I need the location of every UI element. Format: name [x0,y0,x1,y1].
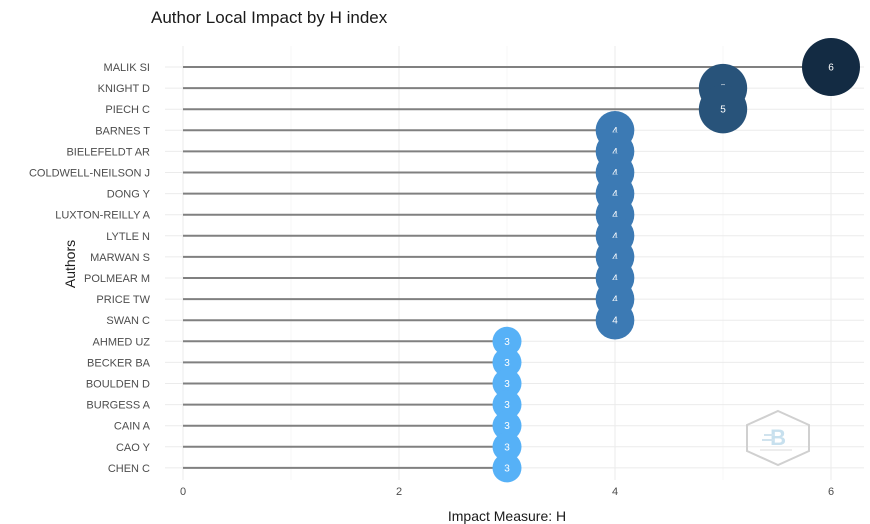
stems [183,66,831,469]
author-label: DONG Y [107,189,151,201]
lollipop-dot [492,390,522,420]
value-label: 3 [504,463,510,474]
value-label: 6 [828,63,834,74]
author-label: BOULDEN D [86,379,150,391]
x-ticks: 0 2 4 6 [180,486,834,498]
y-axis-title: Authors [62,240,78,288]
value-label: 4 [612,210,618,221]
author-label: KNIGHT D [98,83,150,95]
svg-text:B: B [770,425,786,450]
author-label: CAO Y [116,442,151,454]
author-label: LYTLE N [106,231,150,243]
author-label: AHMED UZ [93,336,151,348]
value-label: 4 [612,168,618,179]
x-axis-title: Impact Measure: H [448,508,566,524]
author-label: BURGESS A [86,400,150,412]
value-label: 3 [504,379,510,390]
lollipop-dot [802,38,860,96]
value-label: 5 [720,105,726,116]
author-label: LUXTON-REILLY A [55,210,150,222]
value-label: 4 [612,252,618,263]
lollipop-dot [595,300,635,340]
value-label: 4 [612,189,618,200]
value-label: 3 [504,400,510,411]
value-label: 4 [612,295,618,306]
author-label: PRICE TW [96,294,150,306]
value-label: 3 [504,421,510,432]
author-label: PIECH C [105,104,150,116]
watermark-logo: B [746,409,810,467]
value-label: 4 [612,147,618,158]
value-label: 4 [612,274,618,285]
lollipop-dot [698,85,748,134]
lollipop-dot [492,453,522,483]
value-label: 3 [504,358,510,369]
value-label: 4 [612,316,618,327]
author-label: POLMEAR M [84,273,150,285]
author-label: BECKER BA [87,357,151,369]
value-label: 3 [504,337,510,348]
x-tick-label: 6 [828,486,834,498]
author-label: COLDWELL-NEILSON J [29,168,150,180]
x-tick-label: 2 [396,486,402,498]
lollipop-dot [492,432,522,462]
author-label: CAIN A [114,421,151,433]
value-label: 3 [504,442,510,453]
author-label: MARWAN S [90,252,150,264]
lollipop-dot [492,347,522,377]
value-label: 4 [612,126,618,137]
dots: 65544444444443333333 [492,38,860,483]
author-label: CHEN C [108,463,150,475]
value-label: 4 [612,231,618,242]
lollipop-dot [492,411,522,441]
author-label: BARNES T [95,125,150,137]
x-tick-label: 0 [180,486,186,498]
x-tick-label: 4 [612,486,618,498]
category-labels: MALIK SI KNIGHT D PIECH C BARNES T BIELEFELD… [29,62,151,475]
lollipop-dot [492,369,522,398]
chart-title: Author Local Impact by H index [151,8,388,27]
author-label: MALIK SI [104,62,150,74]
author-label: BIELEFELDT AR [66,146,150,158]
author-label: SWAN C [106,315,150,327]
lollipop-dot [492,326,522,356]
